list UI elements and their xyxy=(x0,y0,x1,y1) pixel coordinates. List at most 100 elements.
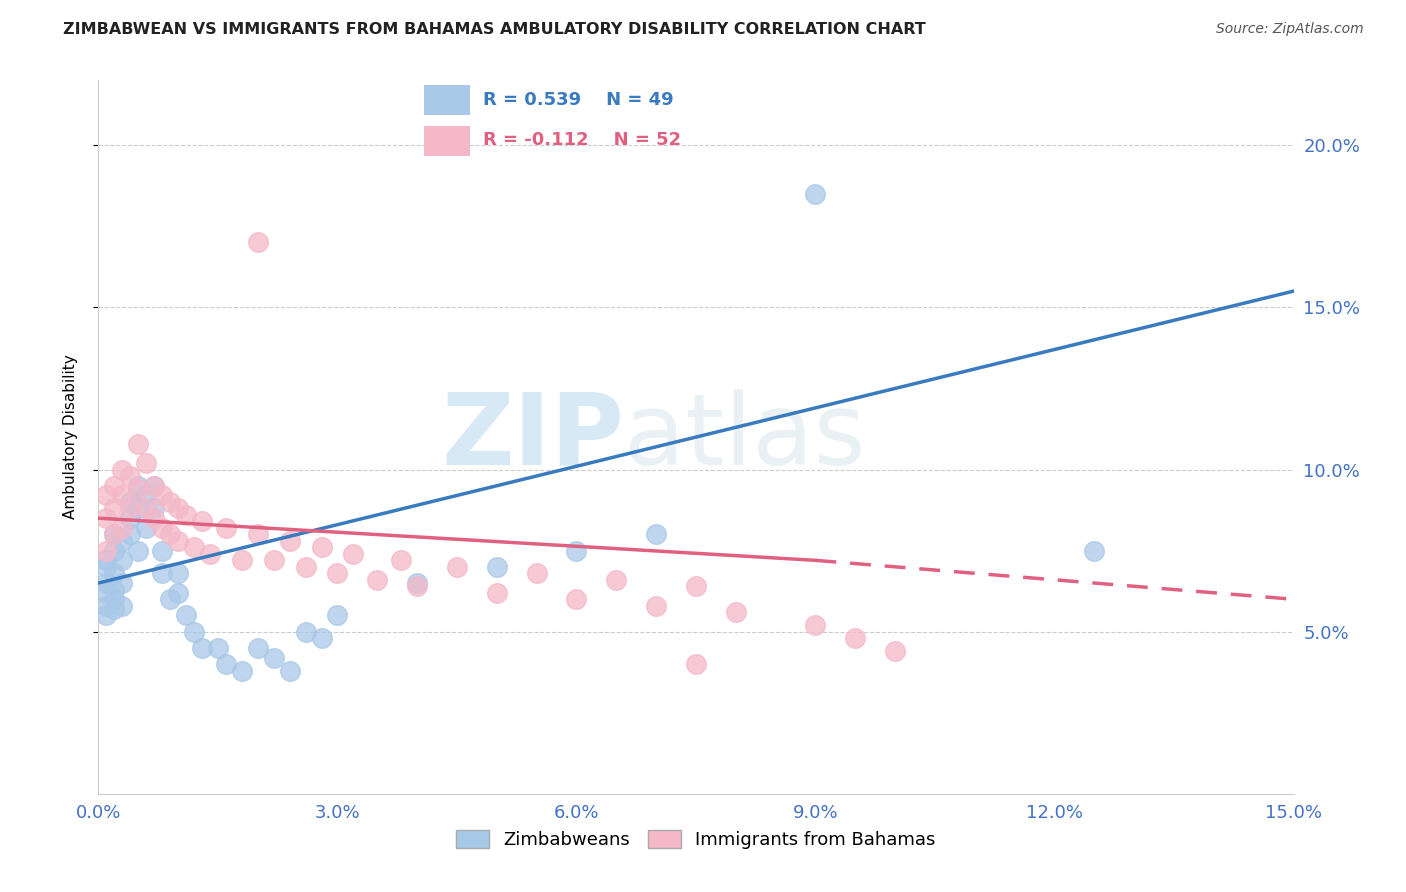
Point xyxy=(406,579,429,593)
Point xyxy=(111,576,134,591)
Point xyxy=(135,521,157,535)
Point xyxy=(278,664,301,678)
Point xyxy=(389,553,412,567)
Point xyxy=(174,508,197,522)
Point xyxy=(103,479,125,493)
Point xyxy=(183,541,205,555)
Point xyxy=(278,533,301,548)
Point xyxy=(111,488,134,502)
Point xyxy=(804,618,827,632)
Point xyxy=(605,573,627,587)
Point xyxy=(263,553,285,567)
Point xyxy=(167,586,190,600)
Point xyxy=(96,599,118,613)
Point xyxy=(263,650,285,665)
Point xyxy=(150,488,173,502)
Point xyxy=(685,579,707,593)
Point xyxy=(143,479,166,493)
Point xyxy=(143,501,166,516)
Point xyxy=(103,501,125,516)
Point xyxy=(231,664,253,678)
Point xyxy=(120,511,142,525)
Point xyxy=(127,482,149,496)
Point xyxy=(246,640,269,655)
Point xyxy=(135,488,157,502)
Point xyxy=(485,559,508,574)
Point xyxy=(526,566,548,581)
Point xyxy=(96,576,118,591)
Point xyxy=(96,559,118,574)
Point xyxy=(127,501,149,516)
Point xyxy=(246,235,269,250)
Text: atlas: atlas xyxy=(624,389,866,485)
Point xyxy=(127,436,149,450)
Point xyxy=(207,640,229,655)
Point xyxy=(198,547,221,561)
Point xyxy=(103,592,125,607)
Point xyxy=(111,462,134,476)
Y-axis label: Ambulatory Disability: Ambulatory Disability xyxy=(63,355,77,519)
Point xyxy=(167,566,190,581)
Point xyxy=(174,608,197,623)
Point xyxy=(724,605,747,619)
Point xyxy=(215,657,238,672)
Point xyxy=(111,553,134,567)
Point xyxy=(103,527,125,541)
Point xyxy=(96,553,118,567)
Point xyxy=(246,527,269,541)
Point xyxy=(685,657,707,672)
Point xyxy=(111,599,134,613)
Point xyxy=(96,511,118,525)
Point xyxy=(159,527,181,541)
Point xyxy=(1083,543,1105,558)
Text: R = 0.539    N = 49: R = 0.539 N = 49 xyxy=(482,91,673,109)
Point xyxy=(159,592,181,607)
Point xyxy=(120,501,142,516)
Point xyxy=(96,488,118,502)
Point xyxy=(565,543,588,558)
Point xyxy=(366,573,388,587)
Point xyxy=(103,582,125,597)
Point xyxy=(120,469,142,483)
Point xyxy=(159,495,181,509)
Point xyxy=(135,456,157,470)
Point xyxy=(111,521,134,535)
Point xyxy=(294,559,316,574)
Point xyxy=(127,479,149,493)
Point xyxy=(311,541,333,555)
Point xyxy=(191,515,214,529)
Text: ZIMBABWEAN VS IMMIGRANTS FROM BAHAMAS AMBULATORY DISABILITY CORRELATION CHART: ZIMBABWEAN VS IMMIGRANTS FROM BAHAMAS AM… xyxy=(63,22,927,37)
Point xyxy=(150,521,173,535)
Text: ZIP: ZIP xyxy=(441,389,624,485)
Point xyxy=(103,543,125,558)
Point xyxy=(406,576,429,591)
Point xyxy=(485,586,508,600)
Point xyxy=(191,640,214,655)
Point xyxy=(103,602,125,616)
Point xyxy=(311,631,333,645)
Point xyxy=(326,566,349,581)
Point xyxy=(96,543,118,558)
Point xyxy=(446,559,468,574)
Point xyxy=(167,501,190,516)
Point xyxy=(326,608,349,623)
Point xyxy=(565,592,588,607)
Point xyxy=(143,479,166,493)
Point xyxy=(96,586,118,600)
Point xyxy=(103,527,125,541)
Point xyxy=(120,527,142,541)
Point xyxy=(215,521,238,535)
Point xyxy=(135,501,157,516)
Point xyxy=(120,495,142,509)
Point xyxy=(167,533,190,548)
Point xyxy=(96,608,118,623)
Text: R = -0.112    N = 52: R = -0.112 N = 52 xyxy=(482,131,681,149)
Point xyxy=(150,566,173,581)
Point xyxy=(150,543,173,558)
Point xyxy=(103,566,125,581)
FancyBboxPatch shape xyxy=(425,85,470,115)
Legend: Zimbabweans, Immigrants from Bahamas: Zimbabweans, Immigrants from Bahamas xyxy=(449,822,943,856)
Point xyxy=(645,527,668,541)
Point xyxy=(127,543,149,558)
Point xyxy=(231,553,253,567)
